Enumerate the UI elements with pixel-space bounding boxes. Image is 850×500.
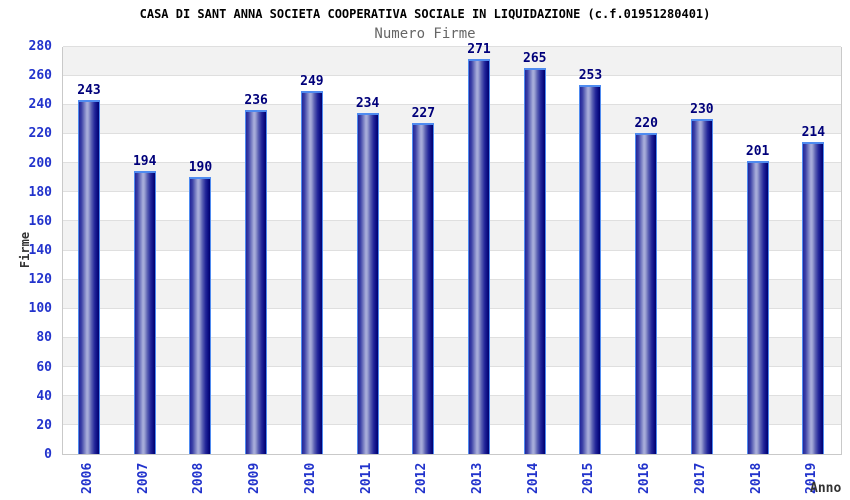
plot-band [63,104,841,134]
y-tick-label: 80 [36,330,52,346]
y-axis-title: Firme [18,231,32,269]
x-tick-label-2012: 2012 [414,462,430,494]
y-tick-label: 260 [28,68,52,84]
y-tick-label: 160 [28,213,52,229]
gridline [63,74,841,76]
bar-2015 [579,85,602,454]
bar-2019 [802,142,825,454]
x-tick-label-2006: 2006 [80,462,95,494]
bar-2009 [245,110,268,454]
bar-2011 [356,113,379,454]
bar-2018 [746,161,769,454]
y-tick-label: 140 [28,243,52,258]
y-tick-label: 220 [28,126,52,142]
bar-value-label: 214 [801,125,826,141]
y-tick-label: 180 [28,184,52,200]
plot-band [63,366,841,396]
plot-band [63,133,841,163]
bar-2010 [300,91,323,454]
plot-band [63,46,841,76]
gridline [63,191,841,193]
bar-value-label: 227 [411,106,436,122]
bar-value-label: 265 [523,50,547,66]
gridline [63,103,841,105]
x-tick-label-2015: 2015 [581,462,597,494]
bar-value-label: 236 [244,93,268,109]
plot-band [63,424,841,454]
bar-value-label: 271 [467,42,491,58]
bar-2016 [635,133,658,454]
bar-2012 [412,123,435,454]
x-tick-label-2011: 2011 [358,462,374,494]
x-tick-label-2016: 2016 [637,462,653,494]
bar-2014 [523,67,546,454]
bar-value-label: 201 [745,144,770,160]
gridline [63,424,841,426]
x-tick-label-2014: 2014 [525,462,541,494]
bar-2008 [189,177,212,454]
plot-band [63,220,841,250]
plot-band [63,395,841,425]
x-tick-label-2013: 2013 [470,462,486,494]
plot-band [63,337,841,367]
chart-subtitle: Numero Firme [374,26,476,42]
y-tick-label: 20 [36,417,52,433]
gridline [63,45,841,47]
plot-area: 243 194 190 236 249 234 227 271 265 253 220 230 201 2… [62,42,842,455]
plot-band [63,279,841,309]
bar-value-label: 190 [188,160,213,176]
bar-2007 [133,171,156,454]
x-tick-label-2007: 2007 [135,462,151,494]
y-tick-label: 120 [28,272,52,288]
y-tick-label: 60 [36,359,52,375]
gridline [63,307,841,309]
x-axis-title: Anno [810,481,842,496]
gridline [63,278,841,280]
bar-value-label: 230 [690,101,714,117]
gridline [63,220,841,222]
bar-2017 [690,118,713,454]
bar-value-label: 253 [578,68,603,84]
gridline [63,395,841,397]
bar-2006 [78,99,100,454]
plot-band [63,308,841,338]
chart-title: CASA DI SANT ANNA SOCIETA COOPERATIVA SO… [139,7,711,21]
y-tick-label: 0 [44,447,52,462]
plot-band [63,191,841,221]
x-tick-label-2010: 2010 [302,462,318,494]
gridline [63,249,841,251]
gridline [63,162,841,164]
gridline [63,132,841,134]
bar-value-label: 194 [132,154,157,170]
x-tick-label-2008: 2008 [191,462,207,494]
plot-band [63,250,841,280]
y-tick-label: 240 [28,97,52,113]
x-tick-label-2009: 2009 [247,462,263,494]
bar-value-label: 220 [634,116,658,132]
bar-value-label: 234 [355,96,380,112]
gridline [63,366,841,368]
y-tick-label: 280 [28,39,52,54]
y-tick-label: 100 [28,301,52,317]
gridline [63,336,841,338]
y-tick-label: 40 [36,388,52,404]
bar-value-label: 249 [300,74,324,90]
bar-2013 [468,59,491,454]
plot-band [63,75,841,105]
y-tick-label: 200 [28,155,52,171]
bar-value-label: 243 [77,82,101,98]
x-tick-label-2018: 2018 [748,462,764,494]
x-tick-label-2017: 2017 [692,462,708,494]
